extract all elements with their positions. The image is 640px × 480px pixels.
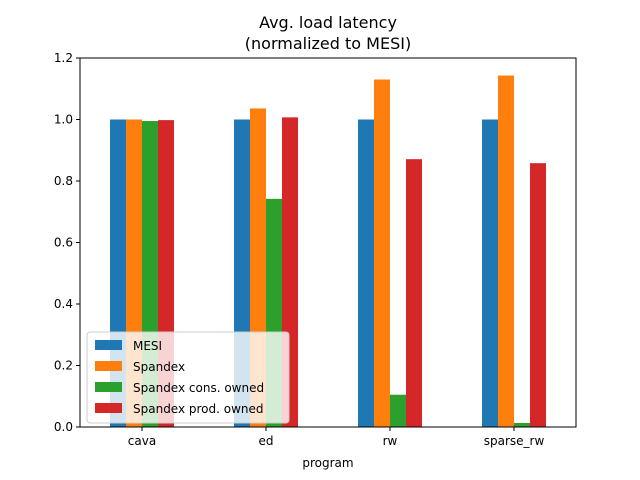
y-tick-label: 1.0: [54, 113, 73, 127]
y-tick-label: 0.2: [54, 359, 73, 373]
chart-subtitle: (normalized to MESI): [245, 34, 411, 53]
legend: MESI Spandex Spandex cons. owned Spandex pr…: [86, 331, 290, 424]
x-tick-label: sparse_rw: [484, 434, 545, 448]
y-tick-label: 0.6: [54, 236, 73, 250]
legend-entry-label: MESI: [133, 339, 162, 353]
bar-sparse_rw-series-0: [482, 119, 498, 427]
bar-rw-series-3: [406, 159, 422, 428]
y-tick-label: 0.8: [54, 174, 73, 188]
bar-rw-series-0: [358, 119, 374, 427]
y-tick-label: 0.4: [54, 297, 73, 311]
x-tick-label: ed: [259, 434, 274, 448]
x-axis: cava ed rw sparse_rw: [128, 427, 545, 448]
y-tick-label: 0.0: [54, 420, 73, 434]
bar-sparse_rw-series-3: [530, 163, 546, 428]
legend-swatch: [95, 403, 122, 413]
legend-entry-label: Spandex cons. owned: [133, 381, 264, 395]
bars-group: [110, 75, 546, 428]
bar-rw-series-1: [374, 79, 390, 428]
y-tick-label: 1.2: [54, 51, 73, 65]
bar-rw-series-2: [390, 394, 406, 427]
legend-swatch: [95, 340, 122, 350]
x-tick-label: rw: [383, 434, 398, 448]
chart-title: Avg. load latency: [259, 13, 397, 32]
y-axis: 0.0 0.2 0.4 0.6 0.8 1.0 1.2: [54, 51, 80, 434]
bar-sparse_rw-series-1: [498, 75, 514, 427]
x-tick-label: cava: [128, 434, 156, 448]
legend-entry-label: Spandex: [133, 360, 185, 374]
legend-swatch: [95, 361, 122, 371]
legend-entry-label: Spandex prod. owned: [133, 402, 264, 416]
legend-swatch: [95, 382, 122, 392]
legend-box: [86, 331, 290, 424]
bar-sparse_rw-series-2: [514, 423, 530, 427]
x-axis-label: program: [302, 456, 353, 470]
